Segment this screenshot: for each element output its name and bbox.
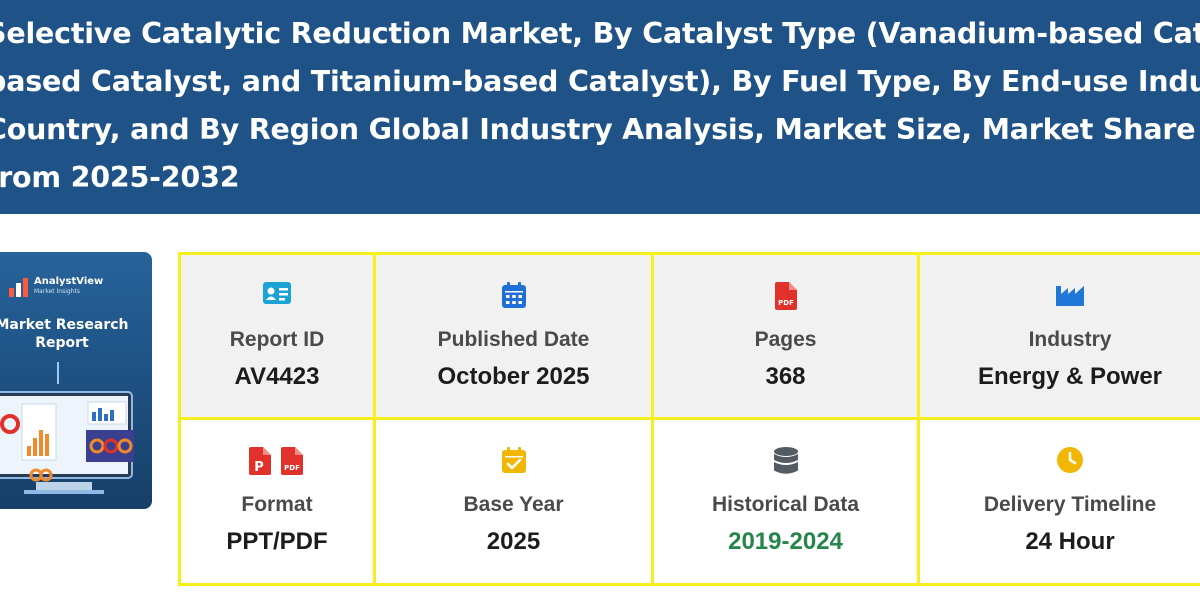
pages-value: 368 bbox=[765, 363, 806, 390]
clock-icon bbox=[1057, 447, 1083, 473]
svg-text:P: P bbox=[254, 460, 264, 475]
title-banner: Selective Catalytic Reduction Market, By… bbox=[0, 0, 1200, 214]
calendar-check-icon bbox=[501, 447, 526, 473]
report-cover-image: AnalystView Market Insights Market Resea… bbox=[0, 252, 152, 509]
pages-cell: PDF Pages 368 bbox=[654, 255, 920, 420]
report-info-grid: Report ID AV4423 Published Date October … bbox=[178, 252, 1200, 586]
published-date-label: Published Date bbox=[437, 328, 590, 351]
base-year-cell: Base Year 2025 bbox=[376, 420, 654, 583]
svg-text:PDF: PDF bbox=[284, 464, 300, 472]
analystview-logo-icon bbox=[9, 278, 28, 297]
report-title-line-4: from 2025-2032 bbox=[0, 161, 240, 194]
svg-text:PDF: PDF bbox=[778, 299, 794, 307]
published-date-cell: Published Date October 2025 bbox=[376, 255, 654, 420]
base-year-value: 2025 bbox=[486, 528, 541, 555]
cover-heading-line-1: Market Research bbox=[0, 317, 129, 333]
delivery-timeline-label: Delivery Timeline bbox=[983, 493, 1157, 516]
format-cell: P PDF Format PPT/PDF bbox=[181, 420, 376, 583]
historical-data-value: 2019-2024 bbox=[728, 528, 843, 555]
format-label: Format bbox=[241, 493, 313, 516]
calendar-icon bbox=[501, 282, 526, 308]
published-date-value: October 2025 bbox=[437, 363, 590, 390]
cover-heading: Market Research Report bbox=[0, 316, 132, 352]
report-title-line-3: Country, and By Region Global Industry A… bbox=[0, 113, 1200, 146]
format-value: PPT/PDF bbox=[226, 528, 328, 555]
report-id-value: AV4423 bbox=[234, 363, 320, 390]
report-title-line-2: based Catalyst, and Titanium-based Catal… bbox=[0, 65, 1200, 98]
pages-label: Pages bbox=[754, 328, 817, 351]
pdf-file-icon: PDF bbox=[774, 282, 797, 310]
report-id-label: Report ID bbox=[229, 328, 325, 351]
historical-data-cell: Historical Data 2019-2024 bbox=[654, 420, 920, 583]
delivery-timeline-value: 24 Hour bbox=[1025, 528, 1115, 555]
industry-value: Energy & Power bbox=[977, 363, 1163, 390]
report-title: Selective Catalytic Reduction Market, By… bbox=[0, 10, 1200, 202]
cover-brand: AnalystView bbox=[34, 276, 104, 287]
cover-brand-sub: Market Insights bbox=[34, 288, 80, 295]
delivery-timeline-cell: Delivery Timeline 24 Hour bbox=[920, 420, 1200, 583]
report-id-cell: Report ID AV4423 bbox=[181, 255, 376, 420]
cover-heading-line-2: Report bbox=[35, 335, 89, 351]
id-card-icon bbox=[263, 282, 291, 304]
industry-label: Industry bbox=[1028, 328, 1112, 351]
historical-data-label: Historical Data bbox=[711, 493, 860, 516]
database-icon bbox=[773, 447, 798, 474]
report-title-line-1: Selective Catalytic Reduction Market, By… bbox=[0, 17, 1200, 50]
ppt-pdf-icon: P PDF bbox=[249, 447, 303, 475]
factory-icon bbox=[1056, 286, 1084, 306]
base-year-label: Base Year bbox=[463, 493, 564, 516]
cover-illustration bbox=[0, 362, 134, 494]
industry-cell: Industry Energy & Power bbox=[920, 255, 1200, 420]
